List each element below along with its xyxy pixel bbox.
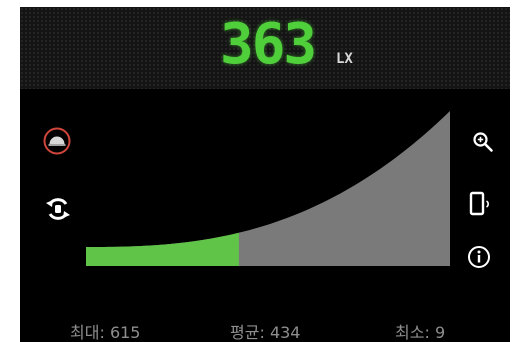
average-stat: 평균: 434 [230,319,300,342]
max-stat: 최대: 615 [70,319,140,342]
gauge-icon[interactable] [42,126,72,156]
average-label: 평균: [230,323,265,342]
curve-area [86,111,450,266]
lux-unit: LX [336,51,353,67]
min-label: 최소: [395,323,430,342]
average-value: 434 [269,323,301,342]
reading-header: 363 LX [20,7,510,89]
phone-icon[interactable] [468,190,494,218]
brightness-curve [86,111,450,266]
lux-reading: 363 [220,12,317,77]
curve-progress [86,232,239,266]
max-value: 615 [109,323,141,342]
max-label: 최대: [70,323,105,342]
min-value: 9 [434,323,446,342]
rotate-icon[interactable] [44,195,72,223]
statistics-bar: 최대: 615 평균: 434 최소: 9 [20,319,510,342]
info-icon[interactable] [467,245,491,269]
min-stat: 최소: 9 [395,319,445,342]
zoom-icon[interactable] [472,131,494,153]
light-meter-screen: 363 LX 최대: 615 [20,7,510,342]
